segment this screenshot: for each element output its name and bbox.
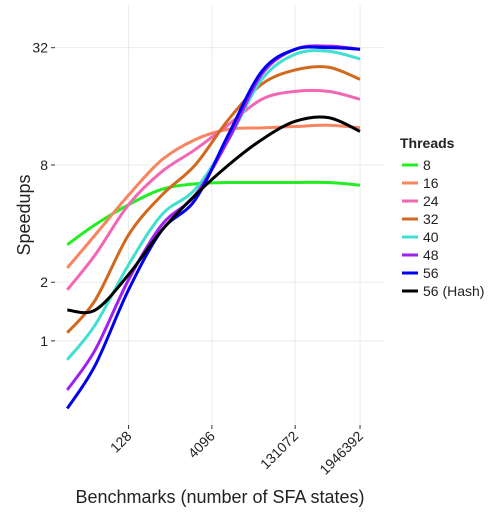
y-tick-label: 2: [40, 274, 48, 290]
y-tick-label: 8: [40, 157, 48, 173]
legend-label: 56 (Hash): [423, 283, 484, 299]
y-tick-label: 32: [32, 40, 48, 56]
legend-label: 40: [423, 229, 439, 245]
x-tick-label: 1946392: [316, 428, 366, 478]
x-tick-label: 4096: [185, 428, 218, 461]
legend-label: 8: [423, 157, 431, 173]
legend-title: Threads: [400, 135, 455, 151]
x-axis-title: Benchmarks (number of SFA states): [75, 487, 364, 507]
x-tick-label: 128: [107, 428, 135, 456]
legend-label: 48: [423, 247, 439, 263]
legend-label: 56: [423, 265, 439, 281]
series-line: [66, 88, 361, 291]
series-line: [66, 65, 361, 334]
x-tick-label: 131072: [257, 428, 301, 472]
series-line: [67, 115, 361, 315]
y-tick-label: 1: [40, 333, 48, 349]
y-axis-title: Speedups: [14, 174, 34, 255]
series-line: [66, 45, 361, 410]
legend-label: 24: [423, 193, 439, 209]
series-line: [66, 123, 361, 269]
legend-label: 16: [423, 175, 439, 191]
legend-label: 32: [423, 211, 439, 227]
